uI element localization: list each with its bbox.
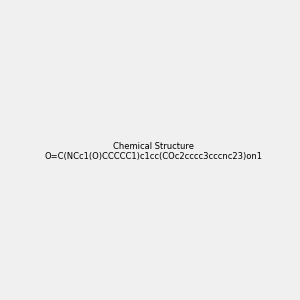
Text: Chemical Structure
O=C(NCc1(O)CCCCC1)c1cc(COc2cccc3cccnc23)on1: Chemical Structure O=C(NCc1(O)CCCCC1)c1c… [45,142,263,161]
